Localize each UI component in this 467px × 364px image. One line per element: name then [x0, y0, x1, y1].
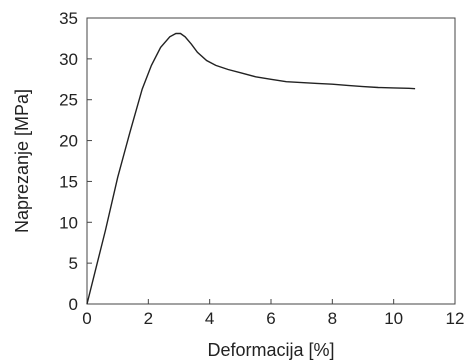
y-axis-ticks: 0 5 10 15 20 25 30 35: [59, 9, 92, 314]
x-tick-label: 2: [144, 309, 153, 328]
y-tick-label: 25: [59, 91, 78, 110]
y-tick-label: 35: [59, 9, 78, 28]
x-tick-label: 8: [328, 309, 337, 328]
y-tick-label: 20: [59, 132, 78, 151]
x-axis-label: Deformacija [%]: [207, 340, 334, 360]
y-tick-label: 15: [59, 172, 78, 191]
x-tick-label: 0: [82, 309, 91, 328]
x-tick-label: 10: [384, 309, 403, 328]
y-tick-label: 0: [69, 295, 78, 314]
y-tick-label: 5: [69, 254, 78, 273]
y-tick-label: 10: [59, 213, 78, 232]
x-tick-label: 12: [446, 309, 465, 328]
y-axis-label: Naprezanje [MPa]: [12, 89, 32, 233]
x-axis-ticks: 0 2 4 6 8 10 12: [82, 299, 464, 328]
x-tick-label: 4: [205, 309, 214, 328]
x-tick-label: 6: [266, 309, 275, 328]
stress-strain-curve: [86, 32, 416, 305]
y-tick-label: 30: [59, 50, 78, 69]
plot-frame: [86, 17, 456, 305]
